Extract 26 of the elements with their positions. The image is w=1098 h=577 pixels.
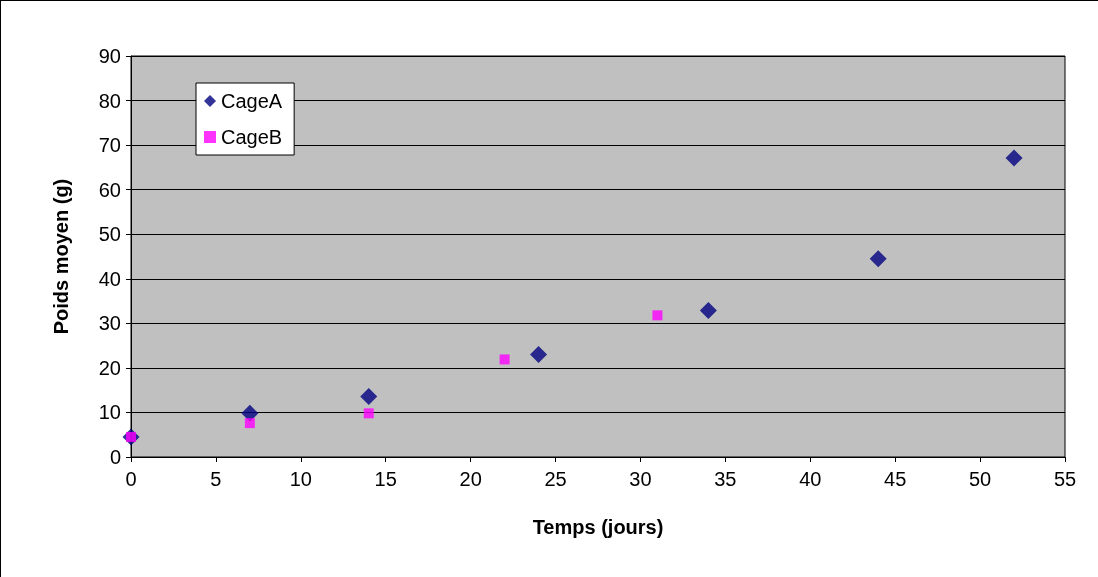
y-axis-title: Poids moyen (g) bbox=[50, 178, 72, 335]
x-tick-label: 40 bbox=[799, 468, 822, 490]
x-tick-label: 30 bbox=[629, 468, 652, 490]
y-tick-label: 90 bbox=[98, 45, 121, 67]
y-tick-label: 10 bbox=[98, 401, 121, 424]
y-tick-label: 0 bbox=[109, 446, 121, 468]
x-tick-label: 55 bbox=[1053, 468, 1077, 490]
y-tick-label: 80 bbox=[98, 89, 121, 112]
x-tick-label: 25 bbox=[544, 468, 567, 490]
x-tick-label: 5 bbox=[210, 468, 222, 490]
y-tick-label: 70 bbox=[98, 134, 121, 157]
y-tick-label: 20 bbox=[98, 356, 121, 379]
legend-label: CageB bbox=[221, 126, 283, 148]
x-tick-label: 10 bbox=[289, 468, 312, 490]
x-tick-label: 35 bbox=[714, 468, 737, 490]
x-tick-label: 45 bbox=[884, 468, 907, 490]
y-tick-label: 50 bbox=[98, 223, 121, 246]
x-tick-label: 20 bbox=[459, 468, 482, 490]
x-tick-label: 15 bbox=[374, 468, 397, 490]
y-tick-label: 40 bbox=[98, 267, 121, 290]
x-tick-label: 50 bbox=[968, 468, 992, 490]
legend-label: CageA bbox=[221, 90, 283, 112]
x-tick-label: 0 bbox=[125, 468, 137, 490]
x-axis-title: Temps (jours) bbox=[532, 516, 664, 538]
y-tick-label: 60 bbox=[98, 178, 121, 201]
y-tick-label: 30 bbox=[98, 312, 121, 335]
